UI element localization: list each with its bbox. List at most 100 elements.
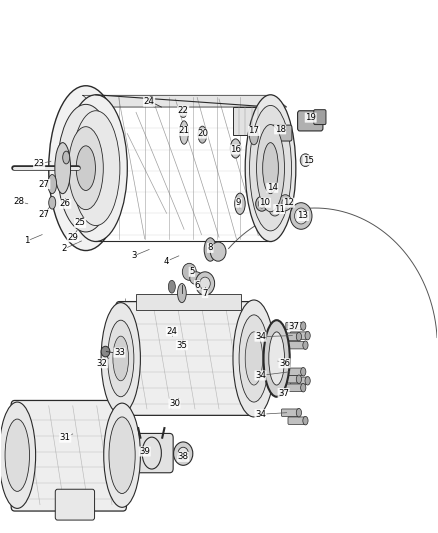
- Ellipse shape: [294, 208, 307, 224]
- Ellipse shape: [48, 174, 57, 193]
- Text: 5: 5: [189, 268, 194, 276]
- Polygon shape: [83, 95, 287, 107]
- FancyBboxPatch shape: [286, 322, 304, 330]
- FancyBboxPatch shape: [288, 342, 306, 349]
- Text: 33: 33: [114, 348, 125, 357]
- FancyBboxPatch shape: [290, 332, 308, 340]
- Ellipse shape: [250, 128, 258, 145]
- Ellipse shape: [180, 107, 187, 118]
- Ellipse shape: [204, 238, 216, 261]
- Ellipse shape: [64, 95, 127, 241]
- Bar: [233, 107, 275, 135]
- FancyBboxPatch shape: [116, 302, 258, 415]
- Ellipse shape: [279, 195, 292, 211]
- FancyBboxPatch shape: [286, 368, 304, 375]
- Ellipse shape: [210, 242, 226, 261]
- Ellipse shape: [178, 447, 188, 460]
- Ellipse shape: [101, 346, 110, 357]
- Ellipse shape: [173, 442, 193, 465]
- Ellipse shape: [305, 332, 310, 340]
- FancyBboxPatch shape: [11, 400, 127, 511]
- Text: 30: 30: [169, 399, 180, 408]
- Text: 26: 26: [60, 199, 71, 208]
- Text: 34: 34: [255, 410, 266, 419]
- Ellipse shape: [290, 203, 312, 229]
- Text: 25: 25: [74, 219, 86, 228]
- Ellipse shape: [235, 193, 245, 214]
- Text: 37: 37: [289, 321, 300, 330]
- Text: 18: 18: [275, 125, 286, 134]
- FancyBboxPatch shape: [282, 375, 300, 383]
- Ellipse shape: [245, 332, 263, 385]
- Text: 4: 4: [164, 257, 170, 265]
- Ellipse shape: [305, 376, 310, 385]
- Text: 34: 34: [255, 332, 266, 341]
- Text: 38: 38: [178, 453, 189, 462]
- Ellipse shape: [198, 126, 207, 143]
- Text: 9: 9: [236, 198, 241, 207]
- Text: 8: 8: [208, 244, 213, 253]
- FancyBboxPatch shape: [282, 333, 300, 341]
- Ellipse shape: [269, 332, 285, 385]
- Ellipse shape: [300, 322, 306, 330]
- Text: 6: 6: [194, 280, 200, 289]
- Ellipse shape: [230, 139, 241, 158]
- Text: 27: 27: [39, 180, 50, 189]
- Ellipse shape: [180, 121, 188, 144]
- Text: 22: 22: [178, 106, 189, 115]
- Text: 13: 13: [297, 212, 308, 221]
- Ellipse shape: [0, 402, 35, 508]
- Ellipse shape: [245, 95, 296, 241]
- Ellipse shape: [195, 272, 215, 295]
- FancyBboxPatch shape: [290, 377, 308, 384]
- Text: 16: 16: [230, 145, 241, 154]
- Ellipse shape: [68, 127, 103, 209]
- Text: 31: 31: [60, 433, 71, 442]
- Text: 23: 23: [34, 159, 45, 168]
- Text: 39: 39: [139, 447, 150, 456]
- Ellipse shape: [57, 104, 114, 232]
- Text: 19: 19: [305, 113, 316, 122]
- Ellipse shape: [296, 408, 301, 417]
- Ellipse shape: [49, 86, 123, 251]
- Text: 35: 35: [177, 341, 187, 350]
- FancyBboxPatch shape: [314, 110, 326, 125]
- Text: 21: 21: [179, 126, 190, 135]
- Ellipse shape: [296, 333, 301, 341]
- Ellipse shape: [149, 96, 154, 105]
- Ellipse shape: [55, 143, 71, 193]
- FancyBboxPatch shape: [282, 409, 300, 416]
- FancyBboxPatch shape: [297, 111, 323, 131]
- Ellipse shape: [63, 151, 70, 164]
- FancyBboxPatch shape: [288, 417, 306, 424]
- Ellipse shape: [263, 143, 279, 193]
- Text: 7: 7: [202, 288, 208, 297]
- Ellipse shape: [239, 315, 269, 402]
- Text: 24: 24: [144, 97, 155, 106]
- Text: 11: 11: [274, 205, 285, 214]
- Ellipse shape: [296, 375, 301, 383]
- Text: 12: 12: [283, 198, 294, 207]
- Text: 20: 20: [197, 129, 208, 138]
- Ellipse shape: [300, 368, 306, 376]
- Text: 3: 3: [131, 252, 137, 260]
- FancyBboxPatch shape: [131, 433, 173, 473]
- Bar: [136, 294, 241, 310]
- Text: 2: 2: [61, 245, 67, 254]
- Ellipse shape: [182, 263, 196, 280]
- Ellipse shape: [257, 125, 285, 212]
- Ellipse shape: [300, 154, 311, 166]
- Ellipse shape: [269, 202, 281, 216]
- Ellipse shape: [104, 403, 141, 507]
- Text: 24: 24: [166, 327, 177, 336]
- Ellipse shape: [190, 272, 203, 285]
- Ellipse shape: [250, 106, 291, 231]
- Ellipse shape: [267, 176, 276, 199]
- Ellipse shape: [5, 419, 29, 491]
- Ellipse shape: [256, 196, 268, 211]
- Ellipse shape: [108, 320, 134, 397]
- Ellipse shape: [72, 111, 120, 225]
- Ellipse shape: [303, 416, 308, 425]
- Text: 37: 37: [278, 389, 289, 398]
- Text: 14: 14: [267, 183, 278, 192]
